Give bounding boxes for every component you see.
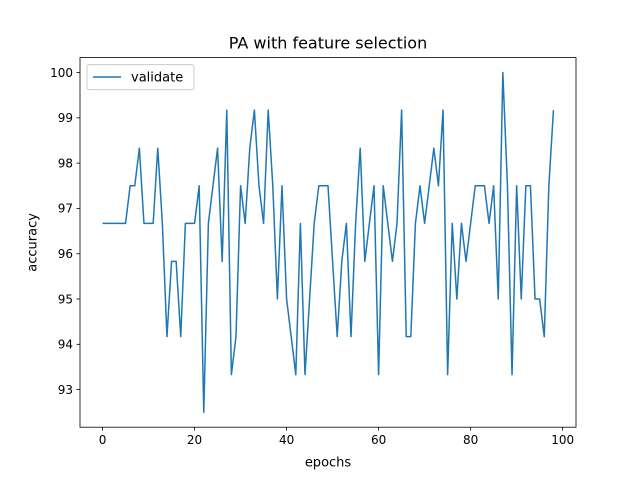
y-tick-label: 96 bbox=[58, 247, 73, 261]
legend-label: validate bbox=[131, 71, 183, 86]
y-tick-label: 93 bbox=[58, 383, 73, 397]
x-tick-label: 20 bbox=[187, 433, 202, 447]
x-tick-label: 60 bbox=[371, 433, 386, 447]
plot-area: 0 20 40 60 80 100 93 94 95 96 97 98 99 100 bbox=[50, 57, 577, 447]
y-tick-label: 98 bbox=[58, 156, 73, 170]
x-tick-label: 40 bbox=[279, 433, 294, 447]
axes-frame bbox=[79, 57, 577, 428]
x-tick-label: 0 bbox=[99, 433, 107, 447]
x-tick-label: 80 bbox=[463, 433, 478, 447]
legend-box bbox=[86, 64, 195, 91]
x-axis-label: epochs bbox=[305, 456, 352, 471]
x-axis-ticks: 0 20 40 60 80 100 bbox=[99, 427, 574, 447]
legend: validate bbox=[86, 64, 195, 91]
y-axis-label: accuracy bbox=[26, 213, 41, 272]
series-line-validate bbox=[102, 71, 555, 413]
chart-title: PA with feature selection bbox=[229, 34, 427, 53]
y-tick-label: 97 bbox=[58, 202, 73, 216]
series-layer bbox=[102, 71, 555, 413]
y-tick-label: 100 bbox=[50, 66, 73, 80]
y-tick-label: 99 bbox=[58, 111, 73, 125]
y-tick-label: 94 bbox=[58, 338, 73, 352]
y-axis-ticks: 93 94 95 96 97 98 99 100 bbox=[50, 66, 80, 397]
x-tick-label: 100 bbox=[551, 433, 574, 447]
y-tick-label: 95 bbox=[58, 292, 73, 306]
